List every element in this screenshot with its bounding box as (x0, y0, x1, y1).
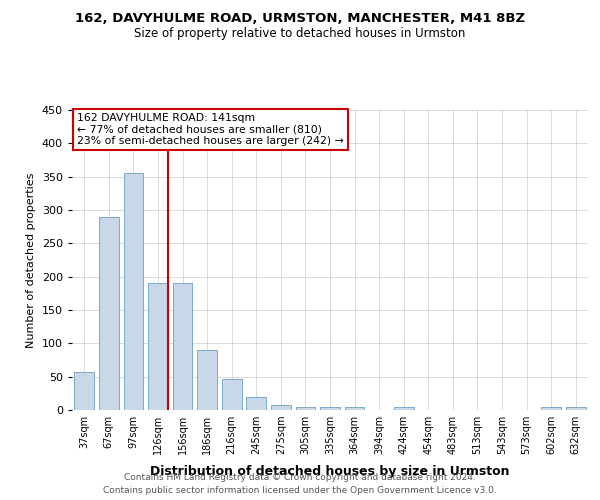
Bar (345, 408, 364, 410)
Bar (197, 350, 217, 410)
Bar (74, 372, 94, 410)
Bar (99, 216, 119, 410)
Text: Contains public sector information licensed under the Open Government Licence v3: Contains public sector information licen… (103, 486, 497, 495)
X-axis label: Distribution of detached houses by size in Urmston: Distribution of detached houses by size … (150, 466, 510, 478)
Bar (148, 284, 168, 410)
Y-axis label: Number of detached properties: Number of detached properties (26, 172, 36, 348)
Bar (173, 284, 193, 410)
Text: Size of property relative to detached houses in Urmston: Size of property relative to detached ho… (134, 28, 466, 40)
Bar (541, 408, 561, 410)
Text: Contains HM Land Registry data © Crown copyright and database right 2024.: Contains HM Land Registry data © Crown c… (124, 472, 476, 482)
Bar (296, 406, 315, 410)
Bar (566, 408, 586, 410)
Bar (320, 406, 340, 410)
Text: 162 DAVYHULME ROAD: 141sqm
← 77% of detached houses are smaller (810)
23% of sem: 162 DAVYHULME ROAD: 141sqm ← 77% of deta… (77, 113, 344, 146)
Text: 162, DAVYHULME ROAD, URMSTON, MANCHESTER, M41 8BZ: 162, DAVYHULME ROAD, URMSTON, MANCHESTER… (75, 12, 525, 26)
Bar (394, 408, 413, 410)
Bar (124, 174, 143, 410)
Bar (271, 404, 290, 410)
Bar (222, 380, 242, 410)
Bar (247, 396, 266, 410)
